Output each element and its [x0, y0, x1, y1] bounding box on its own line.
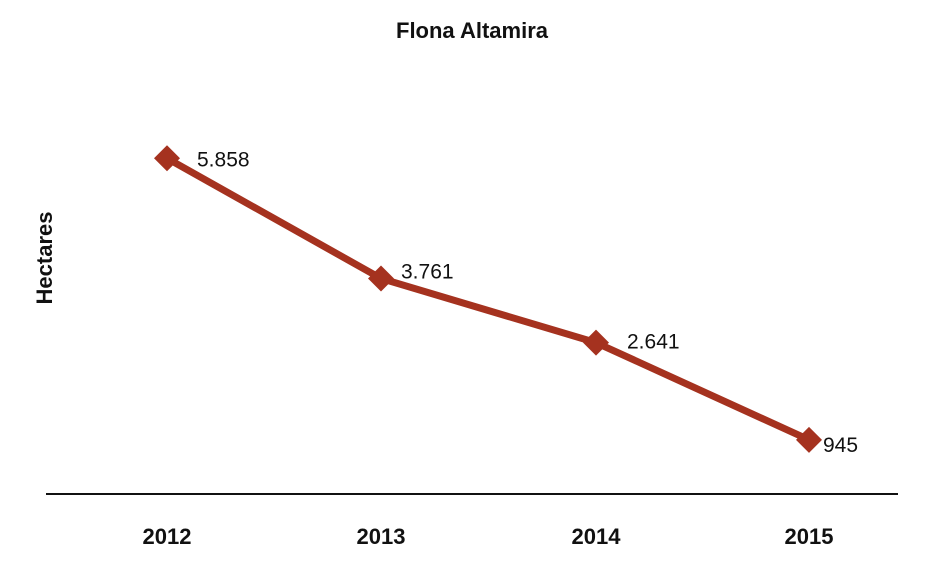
x-tick-label: 2013 — [357, 524, 406, 549]
data-label: 3.761 — [401, 260, 454, 283]
x-tick-label: 2014 — [572, 524, 622, 549]
data-label: 945 — [823, 434, 858, 457]
data-point-marker — [154, 145, 180, 172]
x-tick-label: 2012 — [143, 524, 192, 549]
labels-layer: 5.858 3.761 2.641 945 2012 2013 2014 2015 — [143, 148, 859, 549]
data-label: 2.641 — [627, 331, 680, 354]
data-point-marker — [583, 329, 609, 356]
data-label: 5.858 — [197, 148, 250, 171]
plot-area — [154, 145, 822, 453]
data-point-marker — [796, 426, 822, 453]
x-tick-label: 2015 — [785, 524, 834, 549]
chart-title: Flona Altamira — [396, 18, 549, 43]
data-point-marker — [368, 265, 394, 292]
series-line — [163, 154, 813, 444]
y-axis-title: Hectares — [32, 212, 57, 305]
